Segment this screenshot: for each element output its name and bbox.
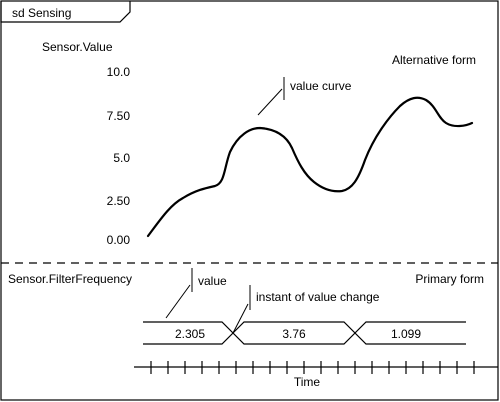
value-leader (165, 284, 191, 319)
bottom-form-label: Primary form (415, 272, 484, 286)
frame-title: sd Sensing (12, 6, 71, 20)
value-curve-leader (257, 88, 283, 116)
y-tick-label: 5.0 (113, 151, 130, 165)
value-curve (146, 96, 474, 238)
value-label: 1.099 (391, 327, 421, 341)
value-segment (354, 321, 466, 345)
time-axis-label: Time (294, 375, 321, 389)
y-tick-label: 0.00 (107, 233, 131, 247)
y-tick-label: 10.0 (107, 65, 131, 79)
value-annotation: value (198, 274, 227, 288)
value-curve-annotation: value curve (290, 79, 352, 93)
value-label: 2.305 (175, 327, 205, 341)
y-tick-label: 2.50 (107, 194, 131, 208)
value-label: 3.76 (282, 327, 306, 341)
y-tick-label: 7.50 (107, 109, 131, 123)
change-annotation: instant of value change (256, 290, 380, 304)
top-form-label: Alternative form (392, 53, 476, 67)
change-leader (232, 303, 249, 334)
time-axis-ticks (150, 361, 475, 374)
top-lifeline-name: Sensor.Value (42, 40, 113, 54)
frame-title-tab (0, 1, 131, 23)
bottom-lifeline-name: Sensor.FilterFrequency (8, 272, 132, 286)
